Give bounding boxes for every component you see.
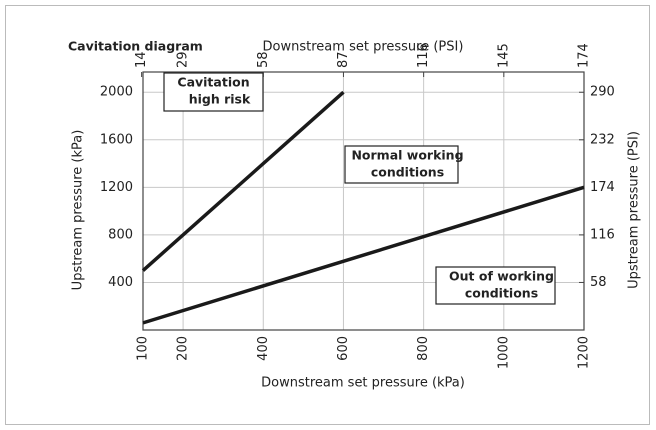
y-tick-label: 2000 (100, 85, 133, 100)
y2-tick-label: 290 (590, 85, 615, 100)
annotation: high risk (189, 92, 251, 107)
annotation-box (163, 72, 264, 112)
annotation: conditions (371, 165, 444, 180)
y-tick-label: 1600 (100, 132, 133, 147)
y-tick-label: 400 (108, 275, 133, 290)
annotation: Cavitation (177, 75, 249, 90)
y2-tick-label: 232 (590, 132, 615, 147)
y2-tick-label: 58 (590, 275, 607, 290)
annotation-box (435, 266, 556, 305)
x-tick-label: 800 (416, 336, 431, 361)
y2-tick-label: 116 (590, 227, 615, 242)
x2-tick-label: 14 (134, 51, 149, 68)
annotation: Out of working (449, 269, 554, 284)
x2-tick-label: 174 (577, 43, 592, 68)
x2-tick-label: 87 (336, 51, 351, 68)
y-tick-label: 1200 (100, 180, 133, 195)
x2-tick-label: 116 (416, 43, 431, 68)
annotation: conditions (465, 286, 538, 301)
x2-tick-label: 58 (256, 51, 271, 68)
x-tick-label: 1200 (577, 336, 592, 369)
x-axis-title: Downstream set pressure (kPa) (261, 376, 465, 391)
line (141, 90, 345, 272)
x2-axis-title: Downstream set pressure (PSI) (263, 40, 464, 55)
x-tick-label: 400 (256, 336, 271, 361)
x2-tick-label: 145 (496, 43, 511, 68)
y2-tick-label: 174 (590, 180, 615, 195)
chart-title: Cavitation diagram (68, 39, 203, 54)
y-tick-label: 800 (108, 227, 133, 242)
frame (5, 5, 650, 425)
x2-tick-label: 29 (176, 51, 191, 68)
line (142, 185, 585, 325)
x-tick-label: 200 (176, 336, 191, 361)
y2-axis-title: Upstream pressure (PSI) (627, 131, 642, 289)
x-tick-label: 600 (336, 336, 351, 361)
annotation: Normal working (351, 148, 463, 163)
plot-frame (142, 71, 585, 331)
x-tick-label: 1000 (496, 336, 511, 369)
x-tick-label: 100 (136, 336, 151, 361)
annotation-box (344, 145, 459, 184)
y-axis-title: Upstream pressure (kPa) (71, 130, 86, 291)
